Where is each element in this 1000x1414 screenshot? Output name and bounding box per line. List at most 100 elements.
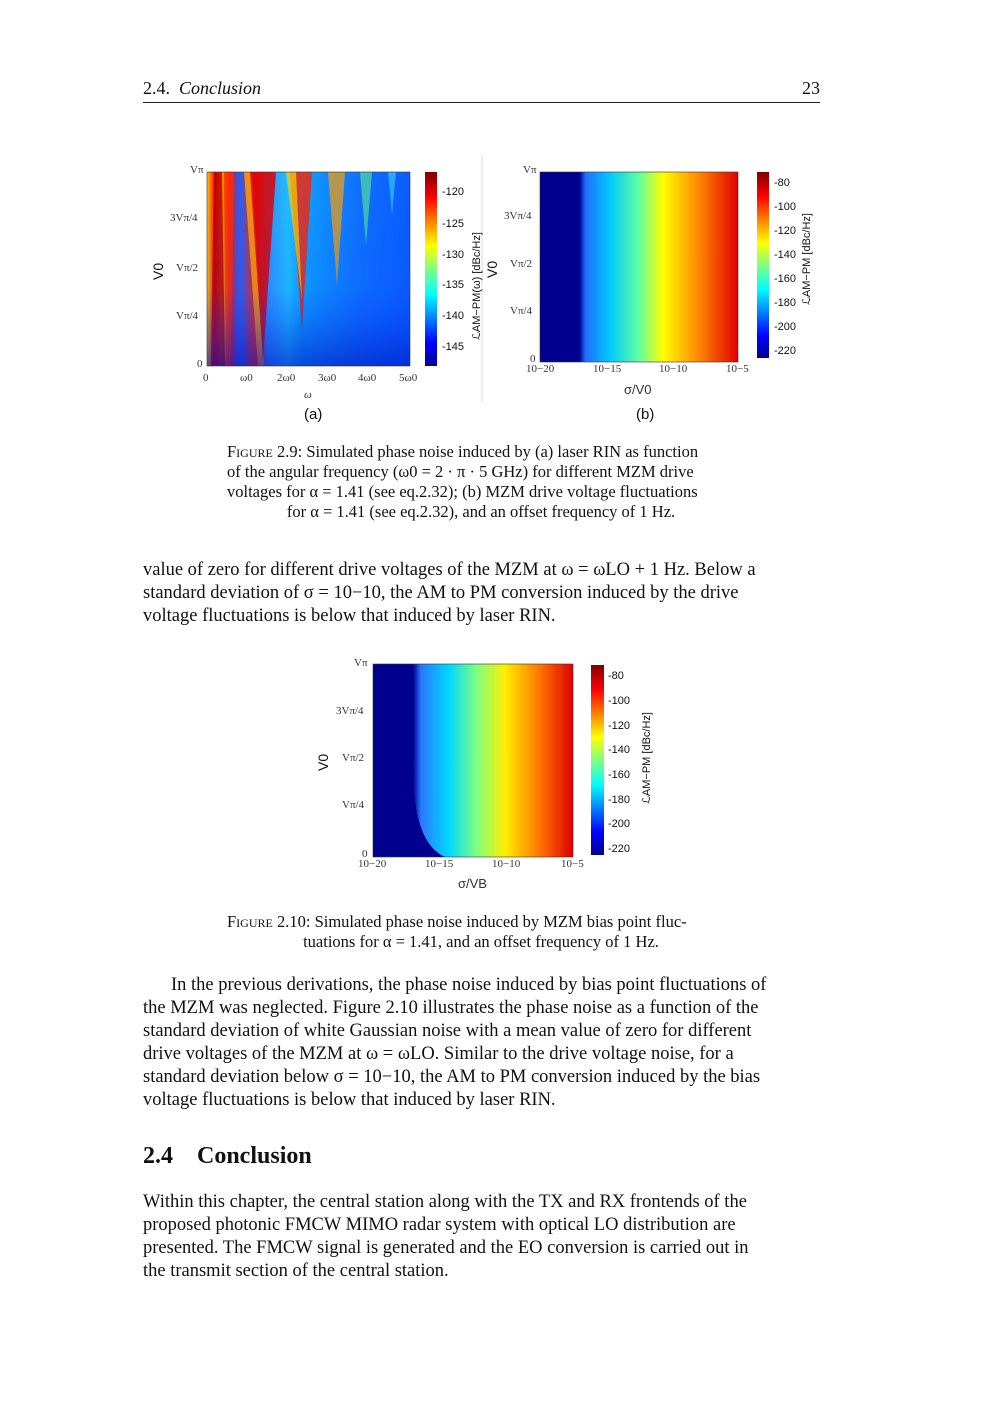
caption-line: tuations for α = 1.41, and an offset fre…	[303, 932, 659, 951]
caption-label: Figure 2.10:	[227, 912, 311, 931]
panel-a-cbtick: -125	[442, 218, 465, 230]
panel-b-xtick: 10−15	[593, 363, 622, 375]
panel-a-ylabel: V0	[150, 262, 166, 280]
panel-a-ytick: Vπ/2	[176, 262, 199, 274]
fig10-ylabel: V0	[315, 753, 331, 771]
text-line: standard deviation of white Gaussian noi…	[143, 1021, 752, 1041]
fig10-cbtick: -80	[608, 670, 624, 682]
panel-b-sublabel: (b)	[636, 406, 655, 423]
section-number: 2.4	[143, 1143, 173, 1169]
fig10-xtick: 10−10	[492, 858, 521, 870]
paragraph-1: value of zero for different drive voltag…	[143, 559, 820, 628]
panel-b-ytick: 0	[530, 353, 536, 365]
panel-b-cbtick: -160	[774, 273, 797, 285]
figure-2-9-svg	[206, 155, 769, 402]
panel-a-heatmap	[206, 171, 411, 367]
header-section-title: Conclusion	[179, 78, 262, 98]
panel-b-xtick: 10−20	[526, 363, 555, 375]
section-title: Conclusion	[197, 1143, 312, 1169]
fig10-ytick: Vπ/2	[342, 752, 365, 764]
panel-b-cbtick: -140	[774, 249, 797, 261]
panel-b-colorbar-label: ℒAM−PM [dBc/Hz]	[801, 213, 813, 305]
panel-a-ytick: 3Vπ/4	[170, 212, 198, 224]
panel-a-cbtick: -130	[442, 249, 465, 261]
caption-line: for α = 1.41 (see eq.2.32), and an offse…	[286, 502, 676, 521]
fig10-cbtick: -200	[608, 818, 631, 830]
panel-a-ytick: 0	[197, 358, 203, 370]
panel-b-cbtick: -80	[774, 177, 790, 189]
fig10-ytick: 3Vπ/4	[336, 705, 364, 717]
text-line: proposed photonic FMCW MIMO radar system…	[143, 1215, 736, 1235]
panel-a-cbtick: -145	[442, 341, 465, 353]
panel-a-cbtick: -135	[442, 279, 465, 291]
panel-a-xtick: 3ω0	[318, 372, 337, 384]
fig10-xtick: 10−5	[561, 858, 584, 870]
caption-line: Simulated phase noise induced by MZM bia…	[314, 912, 687, 931]
fig10-ytick: Vπ/4	[342, 799, 365, 811]
fig10-cbtick: -140	[608, 744, 631, 756]
figure-2-9-caption: Figure 2.9: Simulated phase noise induce…	[227, 442, 735, 522]
figure-2-9: Vπ 3Vπ/4 Vπ/2 Vπ/4 0 V0 0 ω 0 2ω0 3ω0 4ω0…	[0, 0, 1000, 540]
paragraph-3: Within this chapter, the central station…	[143, 1191, 820, 1283]
panel-b-ytick: 3Vπ/4	[504, 210, 532, 222]
fig10-cbtick: -180	[608, 794, 631, 806]
panel-b-ylabel: V0	[484, 260, 500, 278]
panel-b-ytick: Vπ/4	[510, 305, 533, 317]
caption-line: voltages for α = 1.41 (see eq.2.32); (b)…	[227, 482, 698, 501]
fig10-cbtick: -100	[608, 695, 631, 707]
fig10-cbtick: -220	[608, 843, 631, 855]
figure-2-10-heatmap	[372, 663, 574, 858]
panel-a-ytick: Vπ	[190, 164, 204, 176]
panel-a-colorbar-label: ℒAM−PM(ω) [dBc/Hz]	[471, 232, 483, 340]
panel-b-ytick: Vπ/2	[510, 258, 533, 270]
panel-b-cbtick: -120	[774, 225, 797, 237]
text-line: presented. The FMCW signal is generated …	[143, 1238, 749, 1258]
panel-b-ytick: Vπ	[523, 164, 537, 176]
panel-a-xtick: 0	[203, 372, 209, 384]
text-line: standard deviation below σ = 10−10, the …	[143, 1067, 761, 1087]
figure-2-10-colorbar	[591, 665, 604, 855]
caption-label: Figure 2.9:	[227, 442, 303, 461]
panel-b-cbtick: -200	[774, 321, 797, 333]
header-rule	[143, 102, 820, 103]
panel-b-cbtick: -180	[774, 297, 797, 309]
text-line: drive voltages of the MZM at ω = ωLO. Si…	[143, 1044, 734, 1064]
figure-2-10-caption: Figure 2.10: Simulated phase noise induc…	[227, 912, 735, 952]
panel-a-xlabel: ω	[304, 389, 312, 401]
panel-a-colorbar	[425, 172, 437, 366]
fig10-colorbar-label: ℒAM−PM [dBc/Hz]	[641, 712, 653, 804]
panel-b-heatmap	[539, 171, 739, 363]
figure-2-10-svg	[372, 663, 604, 858]
panel-a-xtick: 2ω0	[277, 372, 296, 384]
panel-a-xtick: 5ω0	[399, 372, 418, 384]
caption-line: of the angular frequency (ω0 = 2 · π · 5…	[227, 462, 694, 481]
text-line: the MZM was neglected. Figure 2.10 illus…	[143, 998, 759, 1018]
panel-a-xtick: 4ω0	[358, 372, 377, 384]
panel-a-cbtick: -140	[442, 310, 465, 322]
figure-2-10: Vπ 3Vπ/4 Vπ/2 Vπ/4 0 V0 10−20 10−15 10−1…	[0, 640, 1000, 960]
text-line: standard deviation of σ = 10−10, the AM …	[143, 583, 739, 603]
fig10-xtick: 10−20	[358, 858, 387, 870]
section-heading: 2.4 Conclusion	[143, 1143, 312, 1170]
panel-a-sublabel: (a)	[304, 406, 323, 423]
fig10-cbtick: -120	[608, 720, 631, 732]
paragraph-2: In the previous derivations, the phase n…	[143, 974, 820, 1112]
text-line: voltage fluctuations is below that induc…	[143, 606, 556, 626]
fig10-cbtick: -160	[608, 769, 631, 781]
text-line: the transmit section of the central stat…	[143, 1261, 449, 1281]
panel-a-cbtick: -120	[442, 186, 465, 198]
panel-b-colorbar	[757, 172, 769, 358]
text-line: In the previous derivations, the phase n…	[171, 975, 767, 995]
panel-b-xlabel: σ/V0	[624, 382, 652, 397]
text-line: voltage fluctuations is below that induc…	[143, 1090, 556, 1110]
running-header: 2.4. Conclusion	[143, 78, 261, 99]
panel-b-xtick: 10−5	[726, 363, 749, 375]
text-line: value of zero for different drive voltag…	[143, 560, 756, 580]
panel-b-cbtick: -220	[774, 345, 797, 357]
page-number: 23	[802, 78, 820, 98]
panel-a-ytick: Vπ/4	[176, 310, 199, 322]
panel-b-cbtick: -100	[774, 201, 797, 213]
text-line: Within this chapter, the central station…	[143, 1192, 747, 1212]
header-section-number: 2.4.	[143, 78, 170, 98]
fig10-xtick: 10−15	[425, 858, 454, 870]
